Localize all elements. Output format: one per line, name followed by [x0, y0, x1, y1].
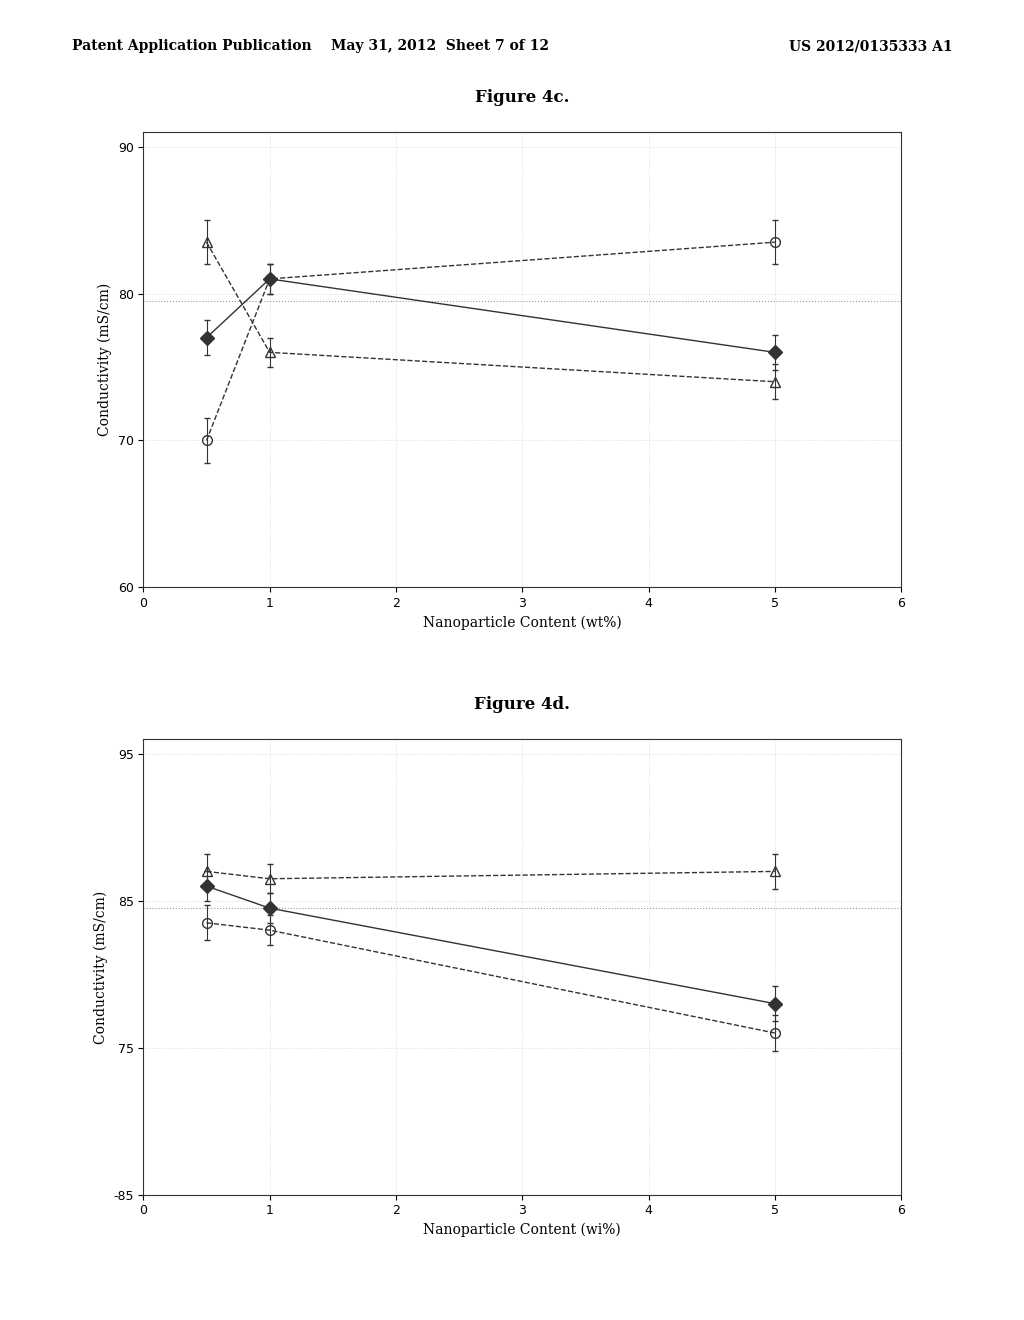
Text: US 2012/0135333 A1: US 2012/0135333 A1 — [788, 40, 952, 53]
Text: Patent Application Publication: Patent Application Publication — [72, 40, 311, 53]
Y-axis label: Conductivity (mS/cm): Conductivity (mS/cm) — [93, 890, 108, 1044]
X-axis label: Nanoparticle Content (wt%): Nanoparticle Content (wt%) — [423, 615, 622, 630]
Text: Figure 4c.: Figure 4c. — [475, 88, 569, 106]
X-axis label: Nanoparticle Content (wi%): Nanoparticle Content (wi%) — [423, 1222, 622, 1237]
Y-axis label: Conductivity (mS/cm): Conductivity (mS/cm) — [97, 282, 112, 437]
Text: May 31, 2012  Sheet 7 of 12: May 31, 2012 Sheet 7 of 12 — [332, 40, 549, 53]
Text: Figure 4d.: Figure 4d. — [474, 696, 570, 713]
